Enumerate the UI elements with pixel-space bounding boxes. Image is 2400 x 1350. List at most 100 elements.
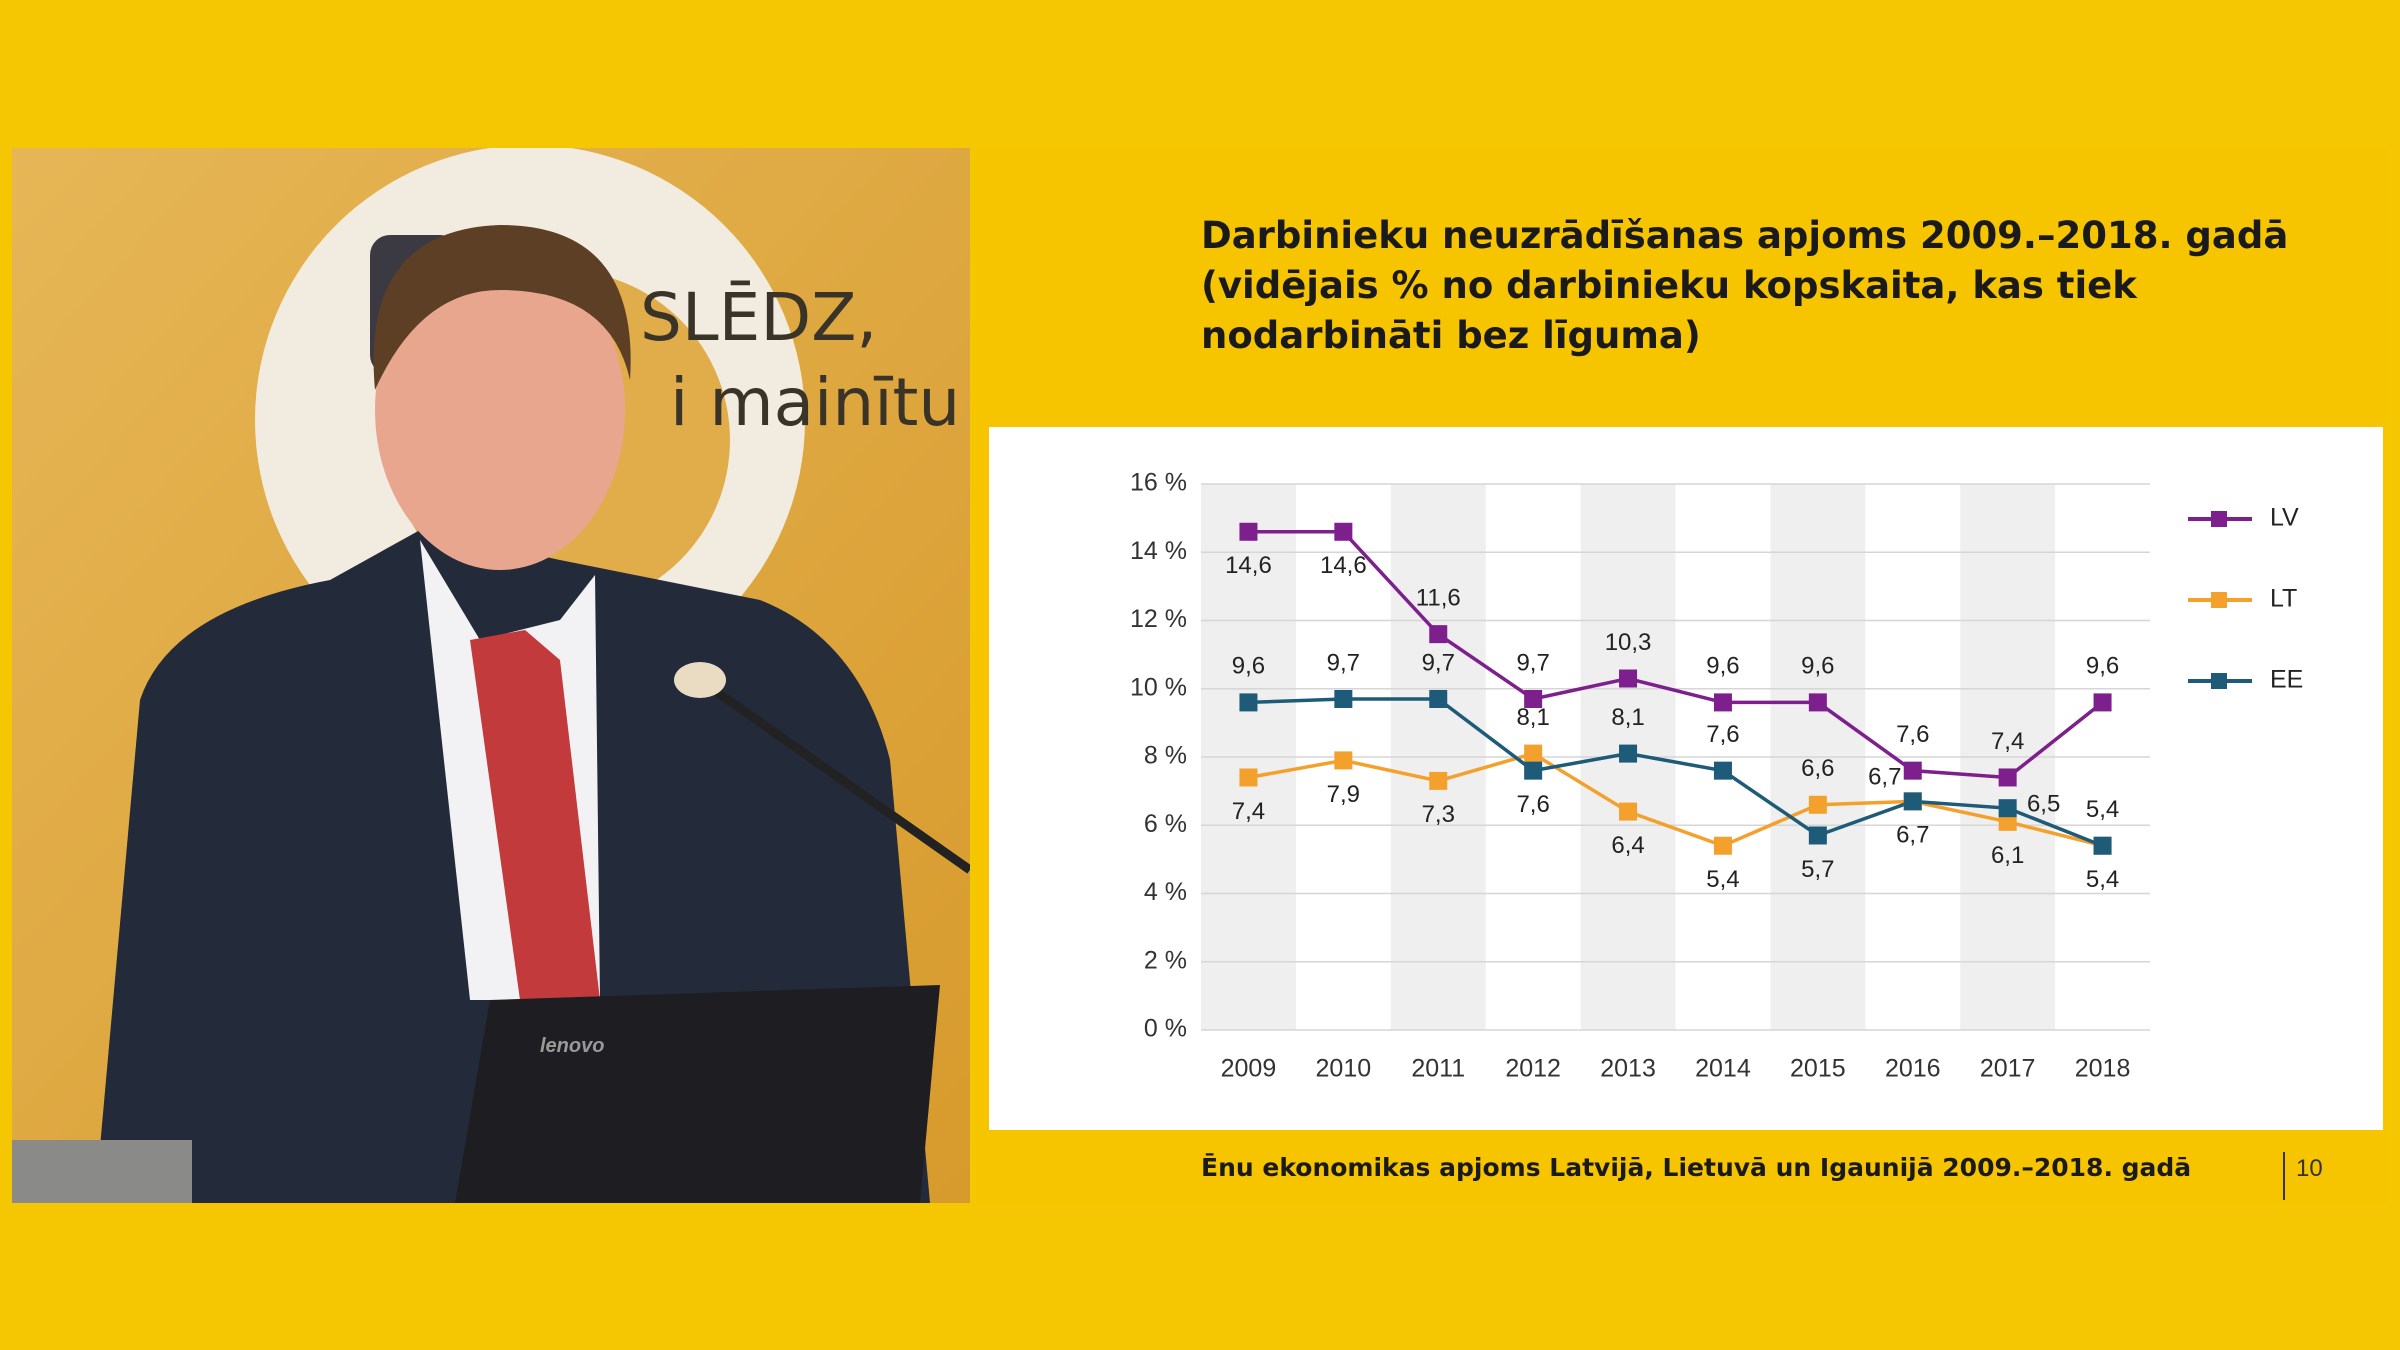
data-point xyxy=(1239,768,1258,787)
speaker-video: SLĒDZ, i mainītu lenovo xyxy=(12,148,970,1203)
value-label: 9,6 xyxy=(1706,653,1739,680)
y-tick-label: 6 % xyxy=(1144,810,1187,838)
y-tick-label: 8 % xyxy=(1144,742,1187,770)
value-label: 10,3 xyxy=(1605,629,1652,656)
x-tick-label: 2011 xyxy=(1411,1055,1465,1083)
value-label: 6,6 xyxy=(1801,755,1834,782)
data-point xyxy=(1524,744,1543,763)
data-point xyxy=(1524,761,1543,780)
value-label: 9,7 xyxy=(1516,649,1549,676)
data-point xyxy=(1334,689,1353,708)
data-point xyxy=(1619,802,1638,821)
microphone-stem xyxy=(697,676,970,874)
backdrop-text: i mainītu xyxy=(670,364,960,441)
legend-label: EE xyxy=(2270,666,2303,694)
value-label: 5,7 xyxy=(1801,856,1834,883)
value-label: 14,6 xyxy=(1320,552,1367,579)
value-label: 9,7 xyxy=(1327,649,1360,676)
footer: Ēnu ekonomikas apjoms Latvijā, Lietuvā u… xyxy=(1201,1153,2191,1182)
value-label: 9,6 xyxy=(1232,653,1265,680)
y-tick-label: 2 % xyxy=(1144,946,1187,974)
chart: 0 % 2 % 4 % 6 % 8 % 10 % 12 % 14 % 16 % 2009 2010 2… xyxy=(1130,469,2303,1083)
data-point xyxy=(1998,812,2017,831)
value-label: 5,4 xyxy=(2086,866,2119,893)
value-label: 6,1 xyxy=(1991,842,2024,869)
legend-label: LV xyxy=(2270,504,2299,532)
value-label: 7,9 xyxy=(1327,781,1360,808)
data-point xyxy=(2093,693,2112,712)
data-point xyxy=(1713,836,1732,855)
data-point xyxy=(1713,693,1732,712)
data-point xyxy=(1239,522,1258,541)
data-point xyxy=(1619,669,1638,688)
x-tick-label: 2013 xyxy=(1600,1055,1656,1083)
slide-title: nodarbināti bez līguma) xyxy=(1201,314,1701,357)
y-tick-label: 0 % xyxy=(1144,1015,1187,1043)
data-point xyxy=(1239,693,1258,712)
laptop-brand: lenovo xyxy=(540,1035,604,1057)
podium xyxy=(12,1140,192,1203)
value-label: 6,5 xyxy=(2027,791,2060,818)
data-point xyxy=(1524,689,1543,708)
x-tick-label: 2017 xyxy=(1980,1055,2036,1083)
legend-label: LT xyxy=(2270,585,2297,613)
value-label: 6,7 xyxy=(1868,764,1901,791)
value-label: 7,6 xyxy=(1706,721,1739,748)
data-point xyxy=(1429,689,1448,708)
value-label: 9,7 xyxy=(1422,649,1455,676)
data-point xyxy=(1808,795,1827,814)
data-point xyxy=(1808,826,1827,845)
value-label: 11,6 xyxy=(1416,584,1461,611)
data-point xyxy=(1713,761,1732,780)
value-label: 6,7 xyxy=(1896,822,1929,849)
slide-title: Darbinieku neuzrādīšanas apjoms 2009.–20… xyxy=(1201,214,2288,257)
x-tick-label: 2018 xyxy=(2075,1055,2131,1083)
legend-marker xyxy=(2211,673,2227,689)
value-label: 7,6 xyxy=(1896,721,1929,748)
x-tick-label: 2009 xyxy=(1221,1055,1277,1083)
data-point xyxy=(1334,751,1353,770)
tie xyxy=(470,630,600,1000)
data-point xyxy=(1998,768,2017,787)
laptop xyxy=(455,985,940,1203)
microphone xyxy=(674,662,726,698)
value-label: 7,4 xyxy=(1991,728,2024,755)
y-tick-label: 16 % xyxy=(1130,469,1187,497)
slide-title: (vidējais % no darbinieku kopskaita, kas… xyxy=(1201,264,2138,307)
value-label: 5,4 xyxy=(1706,866,1739,893)
value-label: 6,4 xyxy=(1611,832,1644,859)
value-label: 9,6 xyxy=(1801,653,1834,680)
y-tick-label: 14 % xyxy=(1130,537,1187,565)
legend-marker xyxy=(2211,511,2227,527)
series-line xyxy=(1248,751,2103,848)
legend-marker xyxy=(2211,592,2227,608)
x-tick-label: 2015 xyxy=(1790,1055,1846,1083)
hair xyxy=(373,225,631,390)
data-point xyxy=(1903,792,1922,811)
value-label: 9,6 xyxy=(2086,653,2119,680)
data-point xyxy=(1903,761,1922,780)
data-point xyxy=(1429,625,1448,644)
series-line xyxy=(1248,697,2104,848)
chart-panel xyxy=(989,427,2383,1130)
value-label: 8,1 xyxy=(1516,704,1549,731)
value-label: 5,4 xyxy=(2086,796,2119,823)
value-label: 14,6 xyxy=(1225,552,1272,579)
value-label: 8,1 xyxy=(1611,704,1644,731)
y-tick-label: 4 % xyxy=(1144,878,1187,906)
data-point xyxy=(1808,693,1827,712)
value-label: 7,3 xyxy=(1422,801,1455,828)
y-tick-label: 12 % xyxy=(1130,605,1187,633)
data-point xyxy=(1429,771,1448,790)
backdrop-text: SLĒDZ, xyxy=(640,279,877,356)
series-line xyxy=(1248,530,2104,780)
x-tick-label: 2014 xyxy=(1695,1055,1751,1083)
data-point xyxy=(1619,744,1638,763)
page-number: 10 xyxy=(2296,1155,2323,1182)
face xyxy=(375,250,625,570)
x-tick-label: 2010 xyxy=(1316,1055,1372,1083)
y-tick-label: 10 % xyxy=(1130,673,1187,701)
value-label: 7,4 xyxy=(1232,798,1265,825)
x-tick-label: 2016 xyxy=(1885,1055,1941,1083)
